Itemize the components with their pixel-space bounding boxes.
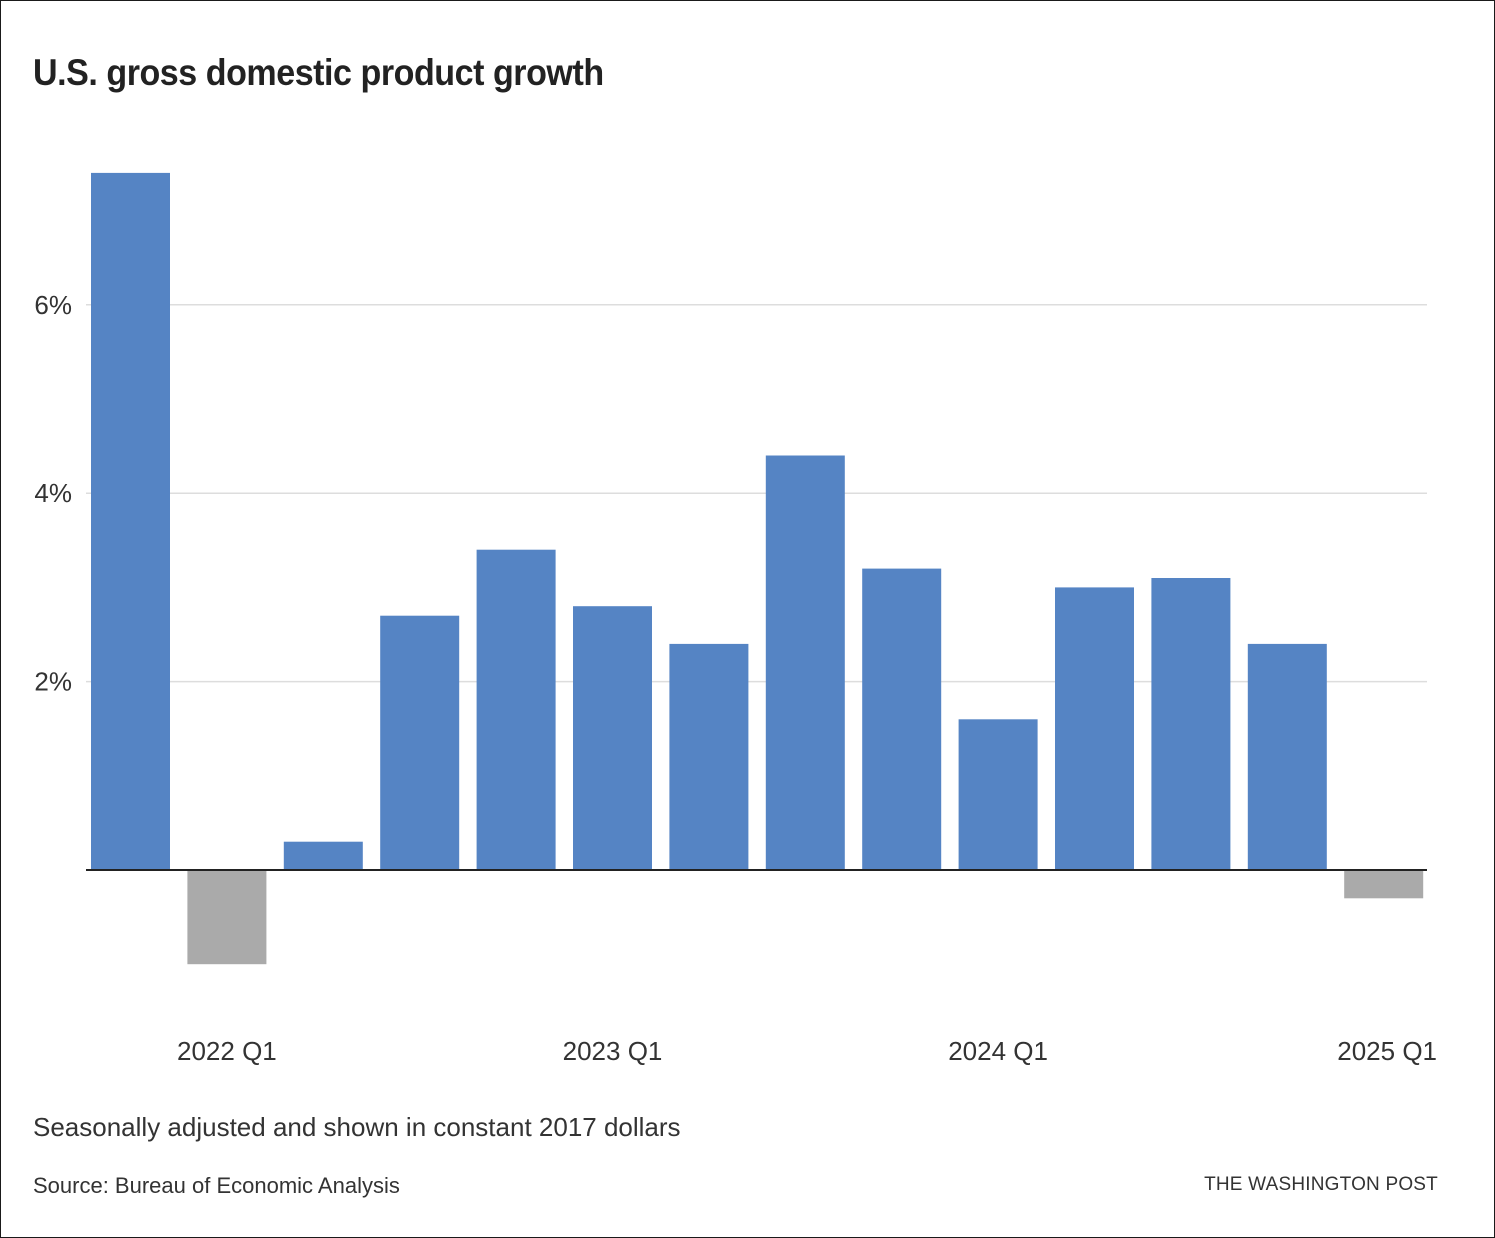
bar-2022-q1: [187, 870, 267, 965]
bar-2022-q3: [380, 615, 460, 870]
y-tick-label: 6%: [34, 290, 72, 320]
chart-note: Seasonally adjusted and shown in constan…: [33, 1112, 681, 1142]
bar-2023-q1: [573, 606, 652, 870]
x-axis-tick-labels: 2022 Q1 2023 Q1 2024 Q1 2025 Q1: [177, 1036, 1437, 1066]
source-credit: Source: Bureau of Economic Analysis: [33, 1173, 400, 1198]
x-tick-label: 2023 Q1: [563, 1036, 663, 1066]
bar-2024-q1: [958, 719, 1038, 870]
bar-2021-q4: [91, 172, 170, 870]
x-tick-label: 2024 Q1: [948, 1036, 1048, 1066]
bar-2023-q2: [669, 643, 749, 870]
y-axis-tick-labels: 2% 4% 6%: [34, 290, 72, 697]
bar-2022-q2: [283, 841, 363, 870]
x-tick-label: 2022 Q1: [177, 1036, 277, 1066]
y-tick-label: 2%: [34, 667, 72, 697]
y-tick-label: 4%: [34, 478, 72, 508]
bar-2024-q4: [1247, 643, 1327, 870]
bar-2023-q4: [862, 568, 942, 870]
publisher-credit: THE WASHINGTON POST: [1204, 1174, 1438, 1195]
x-tick-label: 2025 Q1: [1337, 1036, 1437, 1066]
chart-title: U.S. gross domestic product growth: [33, 52, 604, 93]
bar-2022-q4: [476, 549, 556, 870]
bar-2023-q3: [765, 455, 845, 870]
bar-2024-q2: [1055, 587, 1134, 870]
bar-2024-q3: [1151, 578, 1231, 870]
bar-2025-q1: [1344, 870, 1424, 899]
bars: [91, 172, 1424, 965]
